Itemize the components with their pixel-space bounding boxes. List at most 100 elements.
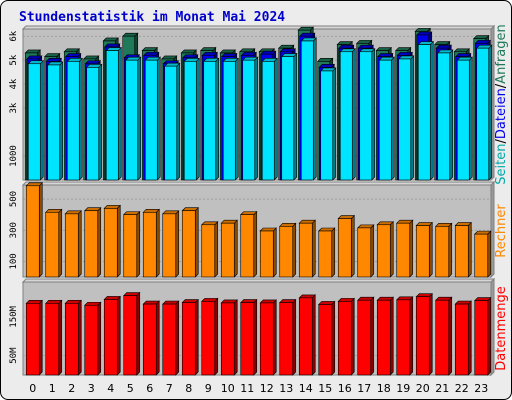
bar-rechner-20-side	[428, 221, 433, 278]
bar-datenmenge-13-top	[279, 299, 297, 303]
bar-seiten-23-top	[473, 35, 490, 39]
bar-rechner-7-top	[162, 210, 180, 215]
bar-datenmenge-18-top	[376, 296, 394, 301]
bar-seiten-13-top	[278, 44, 295, 49]
bar-rechner-21	[435, 226, 450, 278]
bar-anfragen-13-top	[281, 53, 298, 57]
bar-rechner-15	[318, 230, 333, 278]
bar-datenmenge-19-side	[409, 296, 414, 376]
plot-top-edge	[21, 25, 496, 30]
x-tick-label: 7	[166, 382, 173, 395]
x-tick-label: 22	[455, 382, 469, 395]
bar-anfragen-0-top	[27, 60, 44, 65]
bar-datenmenge-22-side	[467, 300, 472, 376]
x-tick-label: 15	[318, 382, 332, 395]
bar-seiten-21-top	[434, 41, 451, 45]
bar-anfragen-1-top	[47, 61, 64, 66]
bar-anfragen-1-side	[59, 61, 64, 181]
bar-datenmenge-7-top	[162, 300, 180, 305]
bar-rechner-17-side	[370, 224, 375, 278]
bar-anfragen-6-top	[144, 56, 161, 61]
bar-rechner-18-side	[389, 221, 394, 278]
bar-datenmenge-14-top	[298, 294, 316, 299]
bar-rechner-18	[376, 224, 391, 278]
bar-datenmenge-2-side	[77, 299, 82, 376]
bar-dateien-1-top	[45, 58, 62, 62]
x-tick-label: 21	[435, 382, 449, 395]
bar-rechner-22-top	[454, 222, 472, 226]
bar-anfragen-22	[456, 59, 470, 181]
bar-dateien-17-top	[357, 44, 374, 49]
bar-anfragen-20	[417, 44, 431, 181]
x-tick-label: 20	[416, 382, 430, 395]
bar-dateien-10-top	[221, 53, 238, 57]
y-label-seiten-dateien-anfragen: Seiten/Dateien/Anfragen	[494, 24, 509, 184]
bar-anfragen-4-top	[105, 47, 122, 51]
bar-anfragen-9	[203, 61, 217, 181]
bar-rechner-10	[220, 222, 235, 278]
bar-seiten-20-top	[414, 28, 431, 32]
bar-anfragen-2-top	[66, 58, 83, 62]
y-label-part: Dateien	[494, 88, 509, 139]
bar-anfragen-8	[183, 61, 197, 181]
bar-anfragen-0-side	[39, 60, 44, 181]
bar-rechner-7	[162, 213, 177, 278]
bar-rechner-14-side	[311, 219, 316, 278]
bar-rechner-16	[337, 218, 352, 278]
bar-anfragen-3	[86, 67, 100, 181]
bar-rechner-5-top	[123, 211, 141, 215]
bar-datenmenge-11-side	[253, 298, 258, 376]
bar-rechner-13-side	[292, 222, 297, 278]
bar-rechner-12-top	[259, 227, 277, 232]
bar-datenmenge-1	[45, 303, 60, 376]
x-tick-label: 18	[377, 382, 391, 395]
bar-rechner-12-side	[272, 227, 277, 278]
y-label-part: /	[494, 83, 509, 88]
bar-datenmenge-20	[415, 296, 430, 376]
bar-rechner-0	[25, 185, 40, 278]
bar-rechner-11-top	[240, 211, 258, 215]
bar-datenmenge-21-top	[435, 296, 453, 301]
bar-datenmenge-3-side	[97, 301, 102, 376]
bar-anfragen-5-side	[137, 56, 142, 181]
bar-datenmenge-17	[357, 299, 372, 376]
bar-anfragen-18	[378, 59, 392, 181]
bar-datenmenge-12-top	[259, 299, 277, 304]
bar-anfragen-22-side	[468, 56, 473, 181]
bar-rechner-23-top	[474, 230, 492, 235]
bar-rechner-3	[84, 210, 99, 278]
bar-rechner-19-top	[396, 219, 414, 224]
bar-datenmenge-15-side	[331, 300, 336, 376]
bar-anfragen-12	[261, 61, 275, 181]
bar-datenmenge-3-top	[84, 301, 102, 306]
bar-rechner-7-side	[175, 210, 180, 278]
bar-datenmenge-10	[220, 302, 235, 376]
bar-anfragen-16-top	[339, 48, 356, 53]
bar-rechner-1	[45, 211, 60, 278]
bar-dateien-14-top	[299, 32, 316, 37]
bar-datenmenge-1-top	[45, 300, 63, 304]
bar-rechner-13-top	[279, 223, 297, 227]
bar-datenmenge-12	[259, 302, 274, 376]
bar-datenmenge-0	[25, 303, 40, 376]
bar-anfragen-13	[281, 56, 295, 181]
bar-datenmenge-8-top	[181, 299, 199, 303]
bar-rechner-6	[142, 211, 157, 278]
bar-seiten-9-top	[200, 47, 217, 51]
bar-datenmenge-23	[474, 300, 489, 376]
bar-seiten-19-top	[395, 47, 412, 51]
bar-datenmenge-11	[240, 302, 255, 376]
bar-datenmenge-2	[64, 303, 79, 376]
bar-anfragen-4	[105, 50, 119, 181]
bar-anfragen-7	[164, 65, 178, 181]
bar-datenmenge-10-side	[233, 299, 238, 376]
bar-anfragen-19	[398, 58, 412, 181]
bar-rechner-0-side	[38, 182, 43, 278]
bar-seiten-22-top	[453, 48, 470, 53]
x-tick-label: 11	[240, 382, 254, 395]
bar-dateien-23-top	[474, 40, 491, 44]
bar-anfragen-3-side	[98, 63, 103, 181]
bar-dateien-21-top	[435, 44, 452, 49]
bar-dateien-22-top	[455, 53, 472, 57]
